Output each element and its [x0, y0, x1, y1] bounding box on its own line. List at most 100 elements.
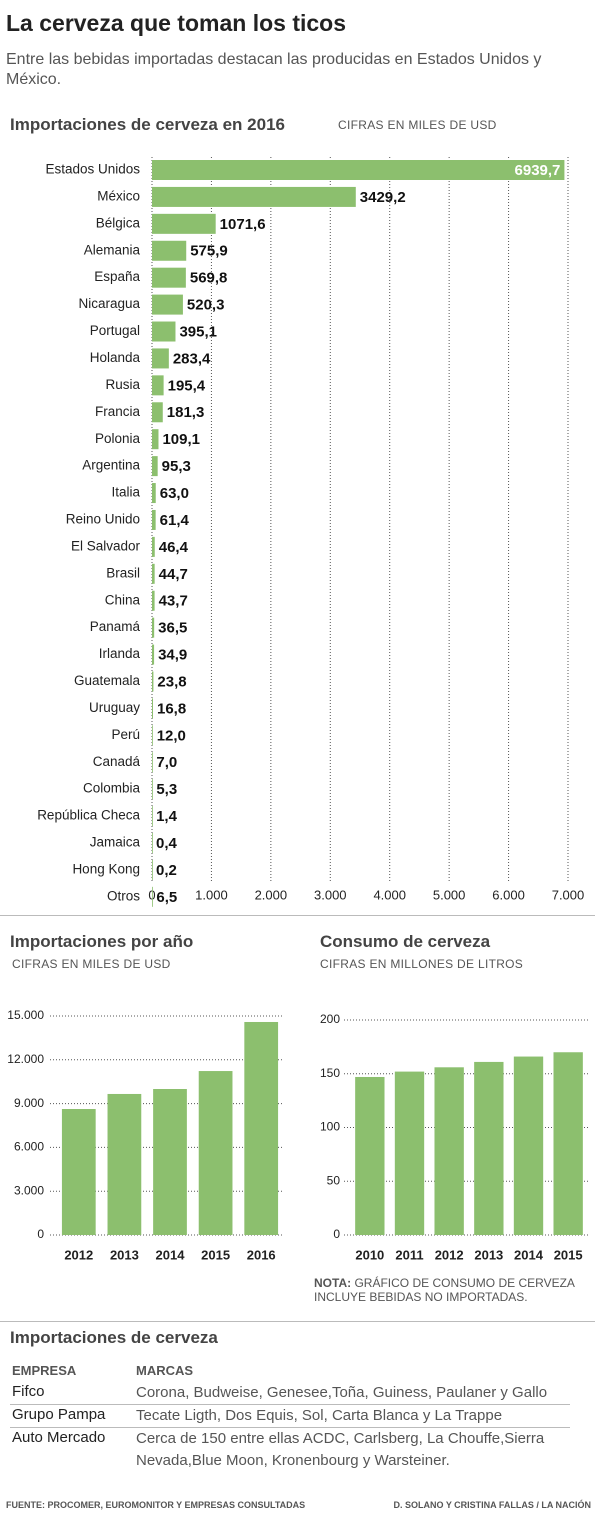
- x-tick-label: 2012: [64, 1247, 93, 1262]
- y-tick-label: Bélgica: [96, 215, 141, 230]
- y-tick-label: 150: [320, 1066, 340, 1080]
- y-tick-label: 200: [320, 1012, 340, 1026]
- row-rule: [10, 1404, 570, 1405]
- y-tick-label: Italia: [111, 485, 140, 500]
- bar: [152, 779, 153, 800]
- y-tick-label: Argentina: [82, 458, 140, 473]
- chart-subtitle: CIFRAS EN MILES DE USD: [338, 118, 497, 132]
- x-tick-label: 3.000: [314, 887, 347, 902]
- bar: [152, 483, 156, 504]
- y-tick-label: Hong Kong: [72, 861, 140, 876]
- bar: [152, 886, 153, 907]
- y-tick-label: 15.000: [7, 1008, 44, 1022]
- bar: [152, 590, 155, 611]
- x-tick-label: 6.000: [492, 887, 525, 902]
- chart-note: NOTA: GRÁFICO DE CONSUMO DE CERVEZA INCL…: [314, 1276, 594, 1304]
- table-title: Importaciones de cerveza: [10, 1328, 218, 1347]
- bar: [434, 1067, 464, 1235]
- y-tick-label: 3.000: [14, 1183, 44, 1197]
- value-label: 16,8: [157, 700, 186, 717]
- y-tick-label: Colombia: [83, 781, 141, 796]
- bar: [152, 402, 163, 423]
- chart-title: Consumo de cerveza: [320, 932, 491, 951]
- y-tick-label: Irlanda: [99, 646, 141, 661]
- x-tick-label: 2011: [395, 1247, 423, 1262]
- bar: [513, 1056, 544, 1235]
- y-tick-label: 6.000: [14, 1140, 44, 1154]
- bar: [152, 563, 155, 584]
- y-tick-label: 0: [37, 1227, 44, 1241]
- bar: [152, 806, 153, 827]
- value-label: 6939,7: [515, 162, 561, 179]
- x-tick-label: 2014: [156, 1247, 186, 1262]
- brands: Cerca de 150 entre ellas ACDC, Carlsberg…: [136, 1430, 545, 1469]
- y-tick-label: Perú: [111, 727, 140, 742]
- value-label: 5,3: [156, 781, 177, 798]
- y-tick-label: Holanda: [90, 350, 141, 365]
- y-tick-label: 100: [320, 1120, 340, 1134]
- bar: [198, 1071, 233, 1235]
- value-label: 43,7: [159, 593, 188, 610]
- bar: [152, 671, 154, 692]
- y-tick-label: 0: [333, 1227, 340, 1241]
- x-tick-label: 5.000: [433, 887, 466, 902]
- value-label: 34,9: [158, 647, 187, 664]
- y-tick-label: Otros: [107, 888, 140, 903]
- bar: [355, 1076, 385, 1235]
- page-title: La cerveza que toman los ticos: [6, 10, 347, 36]
- table-header: EMPRESA: [12, 1363, 77, 1378]
- value-label: 6,5: [156, 889, 177, 906]
- value-label: 23,8: [157, 673, 186, 690]
- bar: [152, 267, 186, 288]
- chart-subtitle: CIFRAS EN MILES DE USD: [12, 957, 171, 971]
- value-label: 7,0: [156, 754, 177, 771]
- y-tick-label: El Salvador: [71, 538, 141, 553]
- bar: [152, 375, 164, 396]
- company: Grupo Pampa: [12, 1406, 106, 1423]
- y-tick-label: Polonia: [95, 431, 141, 446]
- bar: [152, 294, 183, 315]
- y-tick-label: Francia: [95, 404, 141, 419]
- y-tick-label: 12.000: [7, 1052, 44, 1066]
- value-label: 46,4: [159, 539, 189, 556]
- value-label: 575,9: [190, 243, 228, 260]
- bar: [553, 1052, 583, 1235]
- credit: D. SOLANO Y CRISTINA FALLAS / LA NACIÓN: [393, 1500, 591, 1510]
- y-tick-label: Brasil: [106, 565, 140, 580]
- value-label: 3429,2: [360, 189, 406, 206]
- page-subtitle: Entre las bebidas importadas destacan la…: [6, 51, 542, 88]
- bar: [152, 240, 187, 261]
- y-tick-label: Uruguay: [89, 700, 140, 715]
- bar: [152, 348, 169, 369]
- table-header: MARCAS: [136, 1363, 194, 1378]
- divider: [0, 1321, 595, 1322]
- company: Auto Mercado: [12, 1429, 106, 1446]
- y-tick-label: Portugal: [90, 323, 140, 338]
- y-tick-label: Estados Unidos: [45, 162, 140, 177]
- source: FUENTE: PROCOMER, EUROMONITOR Y EMPRESAS…: [6, 1500, 306, 1510]
- y-tick-label: China: [105, 592, 141, 607]
- x-tick-label: 2014: [514, 1247, 544, 1262]
- value-label: 95,3: [162, 458, 191, 475]
- value-label: 0,4: [156, 835, 178, 852]
- bar: [152, 321, 176, 342]
- bar: [152, 859, 153, 880]
- value-label: 569,8: [190, 270, 228, 287]
- value-label: 36,5: [158, 620, 187, 637]
- bar: [152, 536, 155, 557]
- x-tick-label: 7.000: [552, 887, 585, 902]
- x-tick-label: 2.000: [255, 887, 288, 902]
- y-tick-label: Reino Unido: [66, 512, 140, 527]
- bar: [107, 1093, 142, 1235]
- divider: [0, 915, 595, 916]
- bar: [152, 429, 159, 450]
- y-tick-label: Nicaragua: [78, 296, 140, 311]
- chart-title: Importaciones por año: [10, 932, 194, 951]
- bar: [152, 186, 356, 207]
- value-label: 520,3: [187, 297, 225, 314]
- bar: [152, 456, 158, 477]
- x-tick-label: 2012: [435, 1247, 464, 1262]
- value-label: 63,0: [160, 485, 189, 502]
